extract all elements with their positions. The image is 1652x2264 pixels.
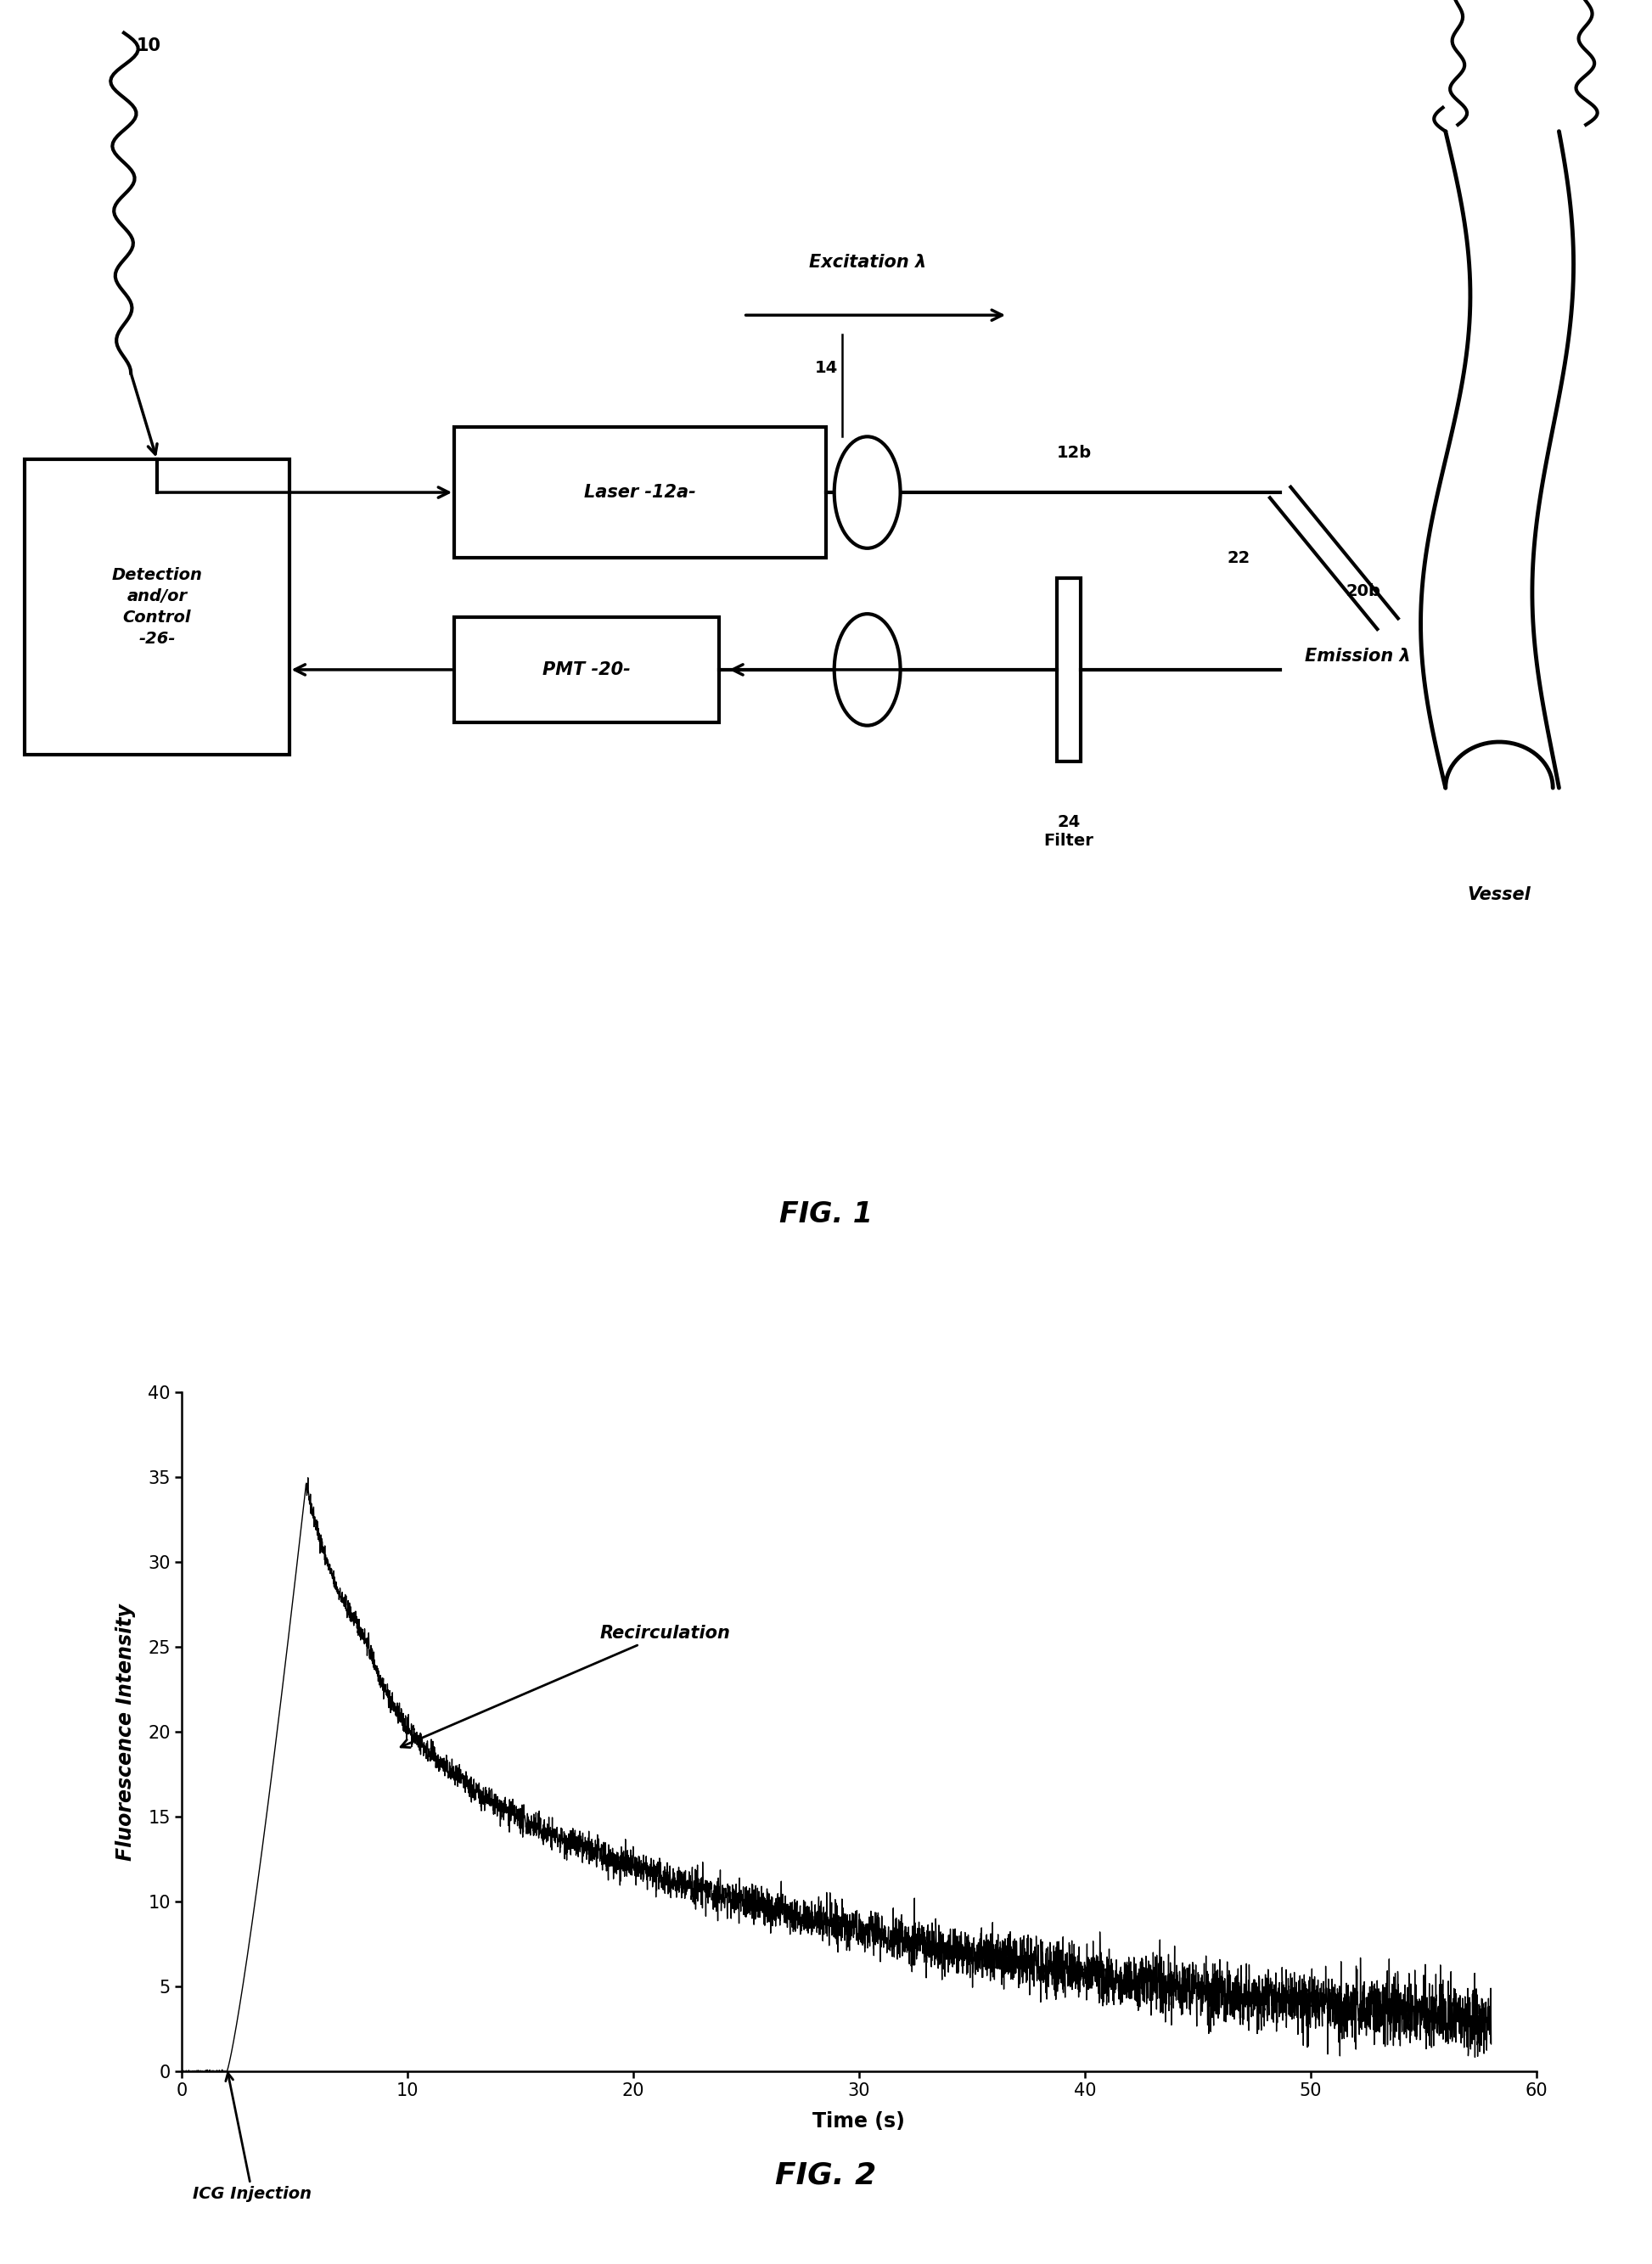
Text: Recirculation: Recirculation (401, 1626, 730, 1748)
Text: 10: 10 (137, 38, 160, 54)
Text: PMT -20-: PMT -20- (542, 661, 631, 679)
Text: 20b: 20b (1345, 582, 1381, 600)
X-axis label: Time (s): Time (s) (813, 2112, 905, 2133)
Text: Vessel: Vessel (1467, 885, 1531, 903)
Bar (25, 460, 289, 756)
Y-axis label: Fluorescence Intensity: Fluorescence Intensity (116, 1603, 135, 1861)
Ellipse shape (834, 437, 900, 548)
Bar (454, 426, 826, 557)
Text: FIG. 1: FIG. 1 (780, 1200, 872, 1229)
Text: 12b: 12b (1056, 446, 1092, 462)
Text: Laser -12a-: Laser -12a- (585, 484, 695, 500)
Text: 14: 14 (814, 360, 838, 376)
Text: Excitation λ: Excitation λ (808, 254, 927, 272)
Ellipse shape (834, 614, 900, 724)
Text: ICG Injection: ICG Injection (193, 2074, 312, 2203)
Text: 24
Filter: 24 Filter (1044, 815, 1094, 849)
Text: FIG. 2: FIG. 2 (775, 2160, 877, 2189)
Text: 22: 22 (1227, 550, 1251, 566)
Bar (454, 618, 719, 722)
Bar (1057, 577, 1080, 761)
Text: Detection
and/or
Control
-26-: Detection and/or Control -26- (112, 568, 202, 648)
Text: Emission λ: Emission λ (1305, 648, 1411, 666)
